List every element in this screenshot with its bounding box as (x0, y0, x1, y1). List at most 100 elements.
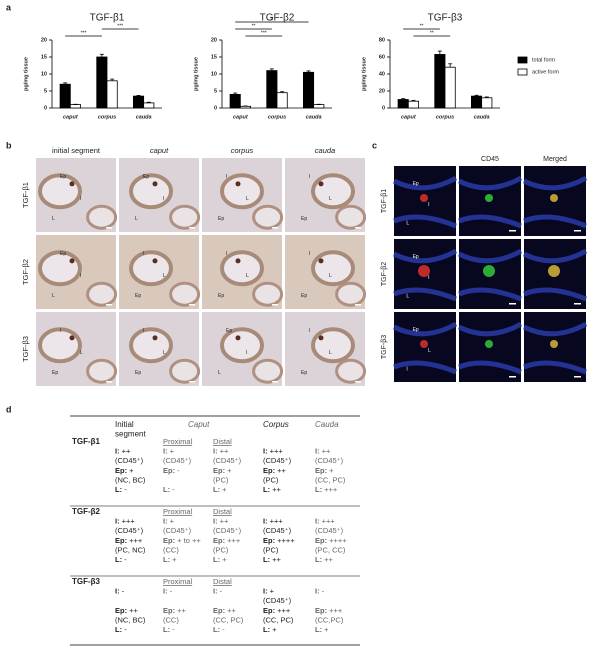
table-cell: (PC, NC) (115, 545, 146, 554)
table-cell: (CD45⁺) (213, 526, 242, 535)
tubule (169, 204, 201, 230)
tubule (86, 358, 118, 384)
tissue-label: L (80, 350, 83, 356)
tubule (86, 281, 118, 307)
x-tick-label: cauda (474, 114, 490, 120)
subheader: Distal (213, 577, 232, 586)
nuclei-outline (522, 248, 588, 302)
tissue-label: I (80, 273, 81, 279)
row-label: TGF-β1 (381, 189, 388, 213)
nuclei-outline (457, 175, 523, 229)
positive-cell (550, 194, 558, 202)
positive-cell (550, 340, 558, 348)
x-tick-label: corpus (98, 114, 116, 120)
stained-cell (235, 335, 241, 341)
stained-cell (318, 181, 324, 187)
tubule (129, 250, 173, 287)
scale-bar (189, 304, 195, 306)
table-cell: (NC, BC) (115, 475, 146, 484)
bar (69, 104, 82, 109)
table-cell: I: +++ (315, 517, 335, 526)
table-cell: (PC) (263, 475, 279, 484)
tissue-label: I (428, 202, 429, 208)
table-header: Cauda (315, 420, 339, 429)
bar (276, 92, 288, 109)
column-header: Merged (543, 156, 567, 163)
stained-cell (69, 181, 75, 187)
table-cell: (PC) (213, 475, 229, 484)
table-cell: L: +++ (315, 485, 338, 494)
column-header: caput (150, 146, 169, 155)
table-cell: (CD45⁺) (163, 526, 192, 535)
positive-cell (485, 194, 493, 202)
y-axis-label: pg/mg tissue (361, 57, 367, 91)
row-label: TGF-β3 (21, 336, 30, 362)
table-cell: Ep: +++ (315, 606, 343, 615)
table-cell: (NC, BC) (115, 615, 146, 624)
row-label: TGF-β2 (381, 262, 388, 286)
row-label: TGF-β3 (72, 577, 101, 586)
scale-bar (189, 381, 195, 383)
y-tick-label: 10 (211, 71, 217, 77)
tubule (335, 204, 367, 230)
legend-label: active form (532, 69, 559, 75)
stained-cell (235, 258, 241, 264)
y-tick-label: 80 (379, 37, 385, 43)
tubule (335, 281, 367, 307)
scale-bar (574, 303, 581, 305)
scale-bar (106, 381, 112, 383)
table-cell: (CD45⁺) (263, 456, 292, 465)
y-tick-label: 5 (214, 88, 217, 94)
y-tick-label: 15 (41, 54, 47, 60)
stained-cell (69, 335, 75, 341)
significance-label: ** (420, 23, 424, 29)
tissue-label: Ep (413, 254, 419, 260)
table-cell: L: ++ (263, 555, 282, 564)
table-cell: I: ++ (213, 517, 229, 526)
stained-cell (152, 258, 158, 264)
tubule (311, 327, 355, 364)
bar (143, 102, 155, 109)
bar (470, 95, 483, 109)
bar (106, 80, 118, 109)
tissue-label: L (428, 348, 431, 354)
bar (266, 70, 278, 109)
tubule (220, 173, 264, 210)
significance-label: *** (261, 30, 267, 36)
table-cell: Ep: ++++ (315, 536, 347, 545)
table-cell: (CD45⁺) (115, 456, 144, 465)
table-cell: I: - (115, 587, 125, 596)
column-header: CD45 (481, 156, 499, 163)
scale-bar (355, 227, 361, 229)
y-tick-label: 10 (41, 71, 47, 77)
table-cell: Ep: + (115, 466, 134, 475)
panel-label: b (6, 140, 12, 150)
y-tick-label: 20 (379, 88, 385, 94)
y-tick-label: 0 (214, 105, 217, 111)
tissue-label: L (329, 273, 332, 279)
table-cell: I: ++ (315, 447, 331, 456)
table-cell: (CD45⁺) (263, 526, 292, 535)
bar (302, 71, 315, 109)
nuclei-outline (457, 321, 523, 375)
scale-bar (355, 381, 361, 383)
tissue-label: Ep (218, 216, 224, 222)
tubule (252, 281, 284, 307)
table-header: Corpus (263, 420, 289, 429)
table-cell: L: - (115, 625, 127, 634)
table-cell: Ep: ++++ (263, 536, 295, 545)
scale-bar (106, 227, 112, 229)
positive-cell (418, 265, 430, 277)
tubule (252, 204, 284, 230)
tissue-label: I (226, 174, 227, 180)
table-cell: I: ++ (115, 447, 131, 456)
table-cell: Ep: - (163, 466, 180, 475)
table-cell: (CC,PC) (315, 615, 344, 624)
tissue-label: L (246, 273, 249, 279)
nuclei-outline (522, 175, 588, 229)
tissue-label: I (80, 196, 81, 202)
tissue-label: Ep (135, 370, 141, 376)
table-cell: L: + (315, 625, 329, 634)
stained-cell (69, 258, 75, 264)
panel-label: d (6, 404, 12, 414)
